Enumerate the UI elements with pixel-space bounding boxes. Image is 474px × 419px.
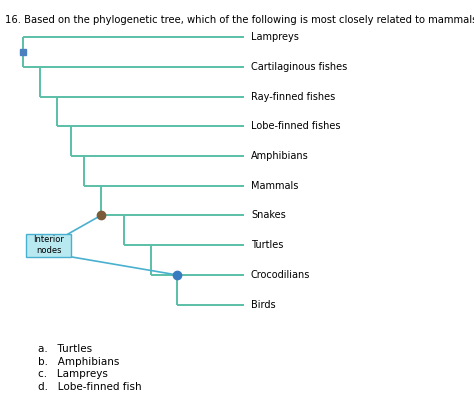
Text: Snakes: Snakes — [251, 210, 286, 220]
Text: a.   Turtles: a. Turtles — [38, 344, 92, 354]
Text: Cartilaginous fishes: Cartilaginous fishes — [251, 62, 347, 72]
Text: Crocodilians: Crocodilians — [251, 270, 310, 280]
Text: d.   Lobe-finned fish: d. Lobe-finned fish — [38, 382, 142, 392]
Text: c.   Lampreys: c. Lampreys — [38, 369, 109, 379]
Text: Birds: Birds — [251, 300, 275, 310]
Text: Turtles: Turtles — [251, 240, 283, 250]
Text: Lampreys: Lampreys — [251, 32, 299, 42]
Text: Amphibians: Amphibians — [251, 151, 309, 161]
Text: Interior
nodes: Interior nodes — [33, 235, 64, 255]
Text: Mammals: Mammals — [251, 181, 298, 191]
FancyBboxPatch shape — [26, 234, 72, 256]
Text: Ray-finned fishes: Ray-finned fishes — [251, 91, 335, 101]
Text: 16. Based on the phylogenetic tree, which of the following is most closely relat: 16. Based on the phylogenetic tree, whic… — [5, 15, 474, 25]
Text: b.   Amphibians: b. Amphibians — [38, 357, 120, 367]
Text: Lobe-finned fishes: Lobe-finned fishes — [251, 121, 340, 131]
